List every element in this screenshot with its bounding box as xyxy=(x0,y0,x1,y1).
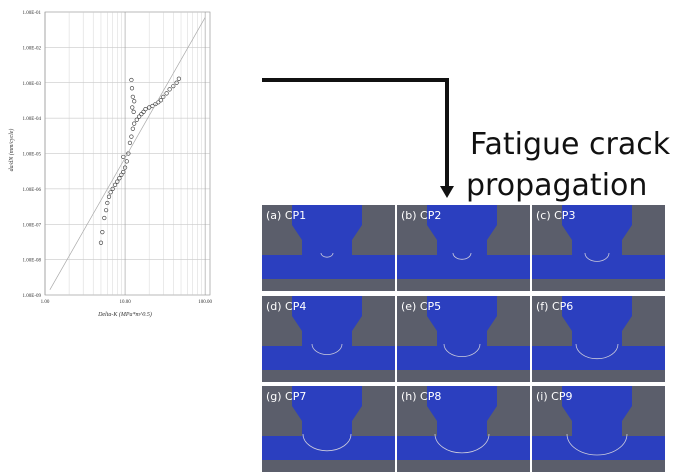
panel-blue xyxy=(532,346,665,370)
y-tick-label: 1.00E-02 xyxy=(23,46,42,51)
y-tick-label: 1.00E-01 xyxy=(23,11,42,16)
panel-label: (h) CP8 xyxy=(401,390,441,403)
y-tick-label: 1.00E-09 xyxy=(23,294,42,299)
annotation: Fatigue crack xyxy=(470,127,671,162)
panel-blue xyxy=(532,436,665,460)
panel-label: (g) CP7 xyxy=(266,390,306,403)
y-tick-label: 1.00E-04 xyxy=(23,117,42,122)
arrow-head xyxy=(440,186,454,198)
panel-blue xyxy=(262,346,395,370)
x-tick-label: 1.00 xyxy=(41,300,50,305)
y-tick-label: 1.00E-08 xyxy=(23,259,42,264)
panel-label: (c) CP3 xyxy=(536,209,575,222)
panel-label: (e) CP5 xyxy=(401,300,441,313)
annotation: propagation xyxy=(466,168,647,203)
panel-label: (b) CP2 xyxy=(401,209,441,222)
y-tick-label: 1.00E-06 xyxy=(23,188,42,193)
panel-label: (i) CP9 xyxy=(536,390,572,403)
figure: Fatigue crack propagation Delta-K (MPa*m… xyxy=(0,0,700,472)
arrow xyxy=(262,80,447,188)
panel-label: (f) CP6 xyxy=(536,300,573,313)
panel-label: (a) CP1 xyxy=(266,209,306,222)
panel-blue xyxy=(532,255,665,279)
panel-blue xyxy=(262,255,395,279)
x-tick-label: 100.00 xyxy=(198,300,212,305)
panel-neck xyxy=(562,386,632,436)
panel-blue xyxy=(397,436,530,460)
panel-blue xyxy=(397,346,530,370)
y-tick-label: 1.00E-07 xyxy=(23,223,42,228)
panel-label: (d) CP4 xyxy=(266,300,306,313)
x-axis-label: Delta-K (MPa*m^0.5) xyxy=(97,311,152,318)
panel-blue xyxy=(262,436,395,460)
x-tick-label: 10.00 xyxy=(119,300,131,305)
y-axis-label: da/dN (mm/cycle) xyxy=(8,129,15,172)
panel-blue xyxy=(397,255,530,279)
y-tick-label: 1.00E-05 xyxy=(23,153,42,158)
y-tick-label: 1.00E-03 xyxy=(23,82,42,87)
